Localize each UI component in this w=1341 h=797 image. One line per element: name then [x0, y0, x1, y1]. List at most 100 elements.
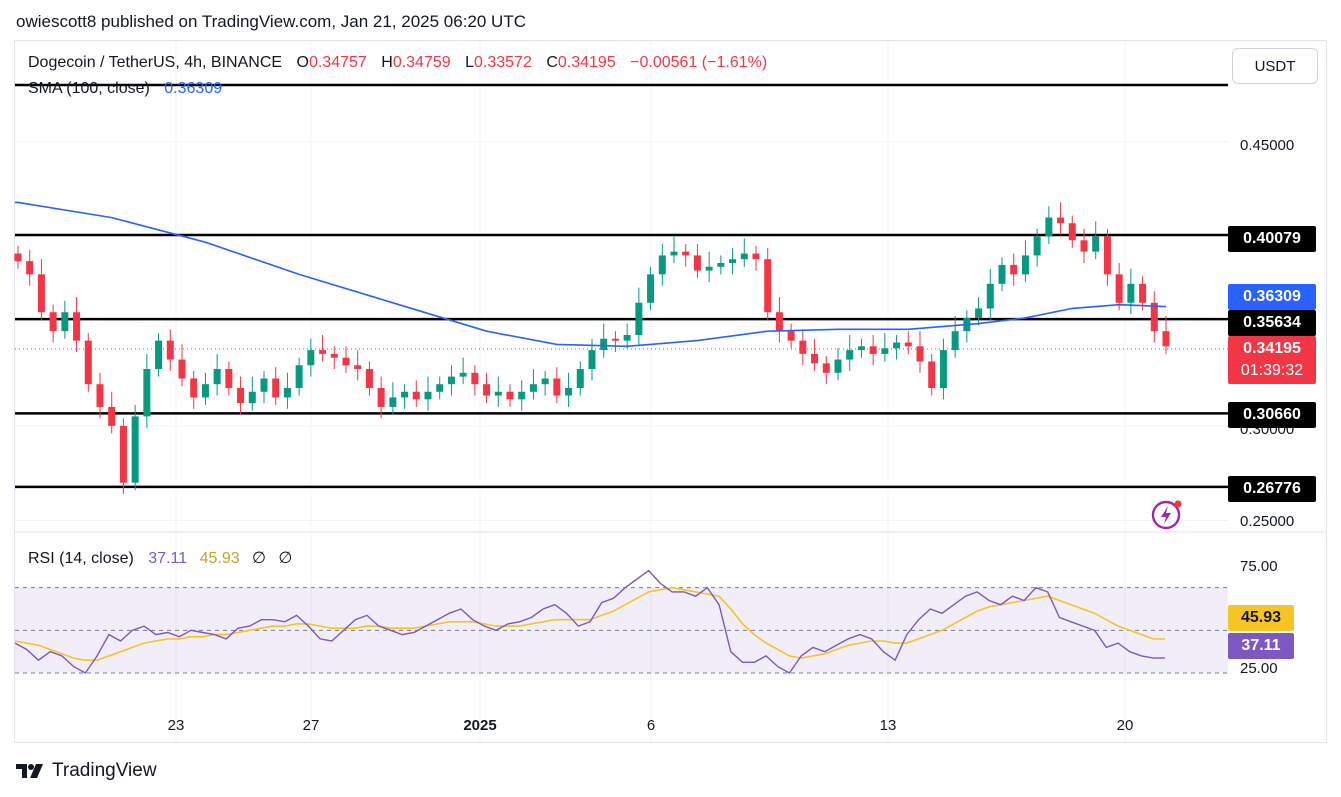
candle-body[interactable] [365, 369, 373, 388]
candle-body[interactable] [1115, 274, 1123, 303]
candle-body[interactable] [84, 340, 92, 385]
candle-body[interactable] [260, 378, 268, 392]
candle-body[interactable] [330, 353, 338, 358]
candle-body[interactable] [846, 350, 854, 360]
candle-body[interactable] [1021, 255, 1029, 275]
candle-body[interactable] [951, 331, 959, 351]
candle-body[interactable] [342, 357, 350, 366]
candle-body[interactable] [1068, 223, 1076, 241]
candle-body[interactable] [998, 264, 1006, 284]
rsi-line[interactable] [14, 569, 1166, 674]
candle-body[interactable] [459, 372, 467, 377]
candle-body[interactable] [1162, 331, 1170, 347]
candle-body[interactable] [237, 387, 245, 404]
candle-body[interactable] [1045, 217, 1053, 237]
candle-body[interactable] [611, 338, 619, 341]
footer-brand[interactable]: TradingView [16, 760, 157, 782]
candle-body[interactable] [49, 312, 57, 332]
candle-body[interactable] [623, 334, 631, 341]
candle-body[interactable] [37, 274, 45, 313]
candle-body[interactable] [119, 425, 127, 483]
candle-body[interactable] [506, 391, 514, 400]
rsi-ma-line[interactable] [14, 586, 1166, 661]
candle-body[interactable] [26, 261, 34, 275]
candle-body[interactable] [354, 365, 362, 370]
candle-body[interactable] [1092, 236, 1100, 252]
candle-body[interactable] [73, 312, 81, 341]
candle-body[interactable] [295, 365, 303, 388]
candle-body[interactable] [588, 350, 596, 370]
candle-body[interactable] [752, 253, 760, 260]
candle-body[interactable] [319, 350, 327, 354]
candle-body[interactable] [799, 340, 807, 354]
candle-body[interactable] [822, 363, 830, 373]
candle-body[interactable] [447, 376, 455, 385]
candle-body[interactable] [869, 346, 877, 354]
candle-body[interactable] [857, 346, 865, 351]
candle-body[interactable] [635, 302, 643, 335]
candle-body[interactable] [1057, 217, 1065, 224]
candle-body[interactable] [61, 312, 69, 332]
candle-body[interactable] [272, 378, 280, 398]
candle-body[interactable] [155, 340, 163, 370]
candle-body[interactable] [834, 359, 842, 373]
candle-body[interactable] [916, 346, 924, 362]
candle-body[interactable] [1033, 236, 1041, 256]
candle-body[interactable] [1139, 283, 1147, 303]
candle-body[interactable] [178, 359, 186, 379]
candle-body[interactable] [576, 369, 584, 388]
candle-body[interactable] [131, 416, 139, 483]
candle-body[interactable] [904, 342, 912, 347]
candle-body[interactable] [693, 255, 701, 271]
rsi-legend[interactable]: RSI (14, close) 37.11 45.93 ∅ ∅ [28, 548, 296, 568]
candle-body[interactable] [248, 391, 256, 404]
candle-body[interactable] [928, 361, 936, 388]
candle-body[interactable] [377, 387, 385, 407]
candle-body[interactable] [424, 391, 432, 400]
candle-body[interactable] [471, 372, 479, 385]
sma-legend[interactable]: SMA (100, close) 0.36309 [28, 80, 226, 98]
candle-body[interactable] [307, 350, 315, 366]
candle-body[interactable] [14, 253, 22, 262]
candle-body[interactable] [939, 350, 947, 388]
candle-body[interactable] [108, 406, 116, 426]
candle-body[interactable] [811, 353, 819, 364]
candle-body[interactable] [283, 387, 291, 398]
candle-body[interactable] [190, 378, 198, 398]
candle-body[interactable] [1150, 302, 1158, 332]
candle-body[interactable] [740, 253, 748, 260]
candle-body[interactable] [143, 369, 151, 417]
candle-body[interactable] [201, 384, 209, 398]
candle-body[interactable] [975, 308, 983, 318]
candle-body[interactable] [553, 378, 561, 396]
lightning-alert-icon[interactable] [1149, 498, 1185, 534]
candle-body[interactable] [401, 391, 409, 398]
candle-body[interactable] [436, 384, 444, 392]
candle-body[interactable] [565, 387, 573, 396]
candle-body[interactable] [1127, 283, 1135, 303]
candle-body[interactable] [705, 266, 713, 271]
candle-body[interactable] [787, 331, 795, 341]
candle-body[interactable] [483, 384, 491, 396]
candle-body[interactable] [529, 384, 537, 392]
candle-body[interactable] [1010, 264, 1018, 275]
candle-body[interactable] [893, 342, 901, 349]
candle-body[interactable] [389, 397, 397, 407]
candle-body[interactable] [682, 251, 690, 256]
candle-body[interactable] [1080, 240, 1088, 252]
candle-body[interactable] [1103, 236, 1111, 275]
candle-body[interactable] [213, 369, 221, 385]
candle-body[interactable] [986, 283, 994, 309]
currency-button[interactable]: USDT [1232, 48, 1318, 84]
candle-body[interactable] [717, 263, 725, 267]
candle-body[interactable] [541, 378, 549, 385]
candle-body[interactable] [518, 391, 526, 400]
candle-body[interactable] [166, 340, 174, 360]
candle-body[interactable] [764, 259, 772, 313]
candle-body[interactable] [729, 259, 737, 263]
candle-body[interactable] [412, 391, 420, 400]
candle-body[interactable] [96, 384, 104, 407]
candle-body[interactable] [225, 369, 233, 388]
candle-body[interactable] [881, 348, 889, 354]
